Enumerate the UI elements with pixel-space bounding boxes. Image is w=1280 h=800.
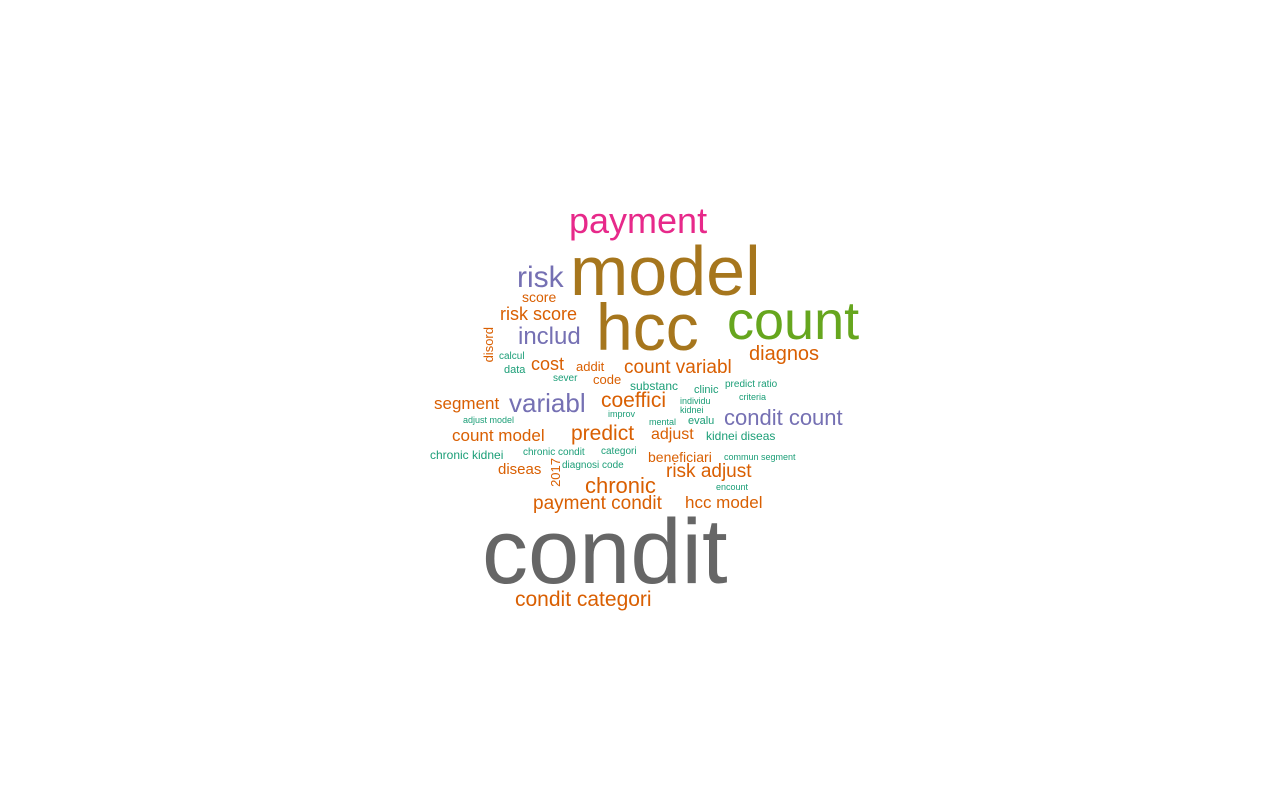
word-adjust: adjust	[651, 426, 694, 443]
word-mental: mental	[649, 417, 677, 427]
word-evalu: evalu	[688, 415, 715, 427]
word-includ: includ	[518, 323, 581, 350]
word-condit: condit	[482, 501, 728, 603]
word-hcc: hcc	[596, 290, 699, 364]
word-condit-count: condit count	[724, 405, 843, 430]
word-payment-condit: payment condit	[533, 493, 662, 514]
word-2017: 2017	[548, 458, 563, 487]
word-clinic: clinic	[694, 384, 719, 396]
word-kidnei-diseas: kidnei diseas	[706, 429, 776, 443]
word-coeffici: coeffici	[601, 389, 666, 412]
word-segment: segment	[434, 394, 500, 413]
word-cost: cost	[531, 354, 565, 374]
word-hcc-model: hcc model	[685, 493, 763, 512]
word-variabl: variabl	[509, 388, 586, 418]
word-code: code	[593, 372, 622, 387]
word-model: model	[570, 232, 761, 310]
word-count-model: count model	[452, 426, 545, 445]
word-disord: disord	[481, 327, 496, 363]
word-encount: encount	[716, 482, 749, 492]
word-commun-segment: commun segment	[724, 452, 796, 462]
word-addit: addit	[576, 359, 605, 374]
word-risk-adjust: risk adjust	[666, 461, 752, 482]
word-condit-categori: condit categori	[515, 588, 652, 611]
word-count: count	[727, 291, 860, 351]
word-risk-score: risk score	[500, 304, 578, 324]
word-chronic-kidnei: chronic kidnei	[430, 448, 504, 462]
word-sever: sever	[553, 373, 578, 384]
word-individu: individu	[680, 396, 711, 406]
word-adjust-model: adjust model	[463, 415, 515, 425]
word-predict-ratio: predict ratio	[725, 379, 778, 390]
word-beneficiari: beneficiari	[648, 449, 712, 465]
word-categori: categori	[601, 446, 637, 457]
word-substanc: substanc	[630, 379, 679, 393]
word-diseas: diseas	[498, 461, 542, 478]
word-criteria: criteria	[739, 392, 767, 402]
word-improv: improv	[608, 409, 636, 419]
word-chronic: chronic	[585, 473, 656, 498]
word-chronic-condit: chronic condit	[523, 447, 585, 458]
word-payment: payment	[569, 200, 708, 241]
word-score: score	[522, 289, 557, 305]
word-data: data	[504, 364, 526, 376]
word-count-variabl: count variabl	[624, 357, 732, 378]
word-risk: risk	[517, 261, 564, 294]
word-diagnos: diagnos	[749, 343, 820, 365]
word-predict: predict	[571, 422, 635, 445]
word-calcul: calcul	[499, 351, 525, 362]
word-diagnosi-code: diagnosi code	[562, 460, 624, 471]
word-kidnei: kidnei	[680, 405, 704, 415]
